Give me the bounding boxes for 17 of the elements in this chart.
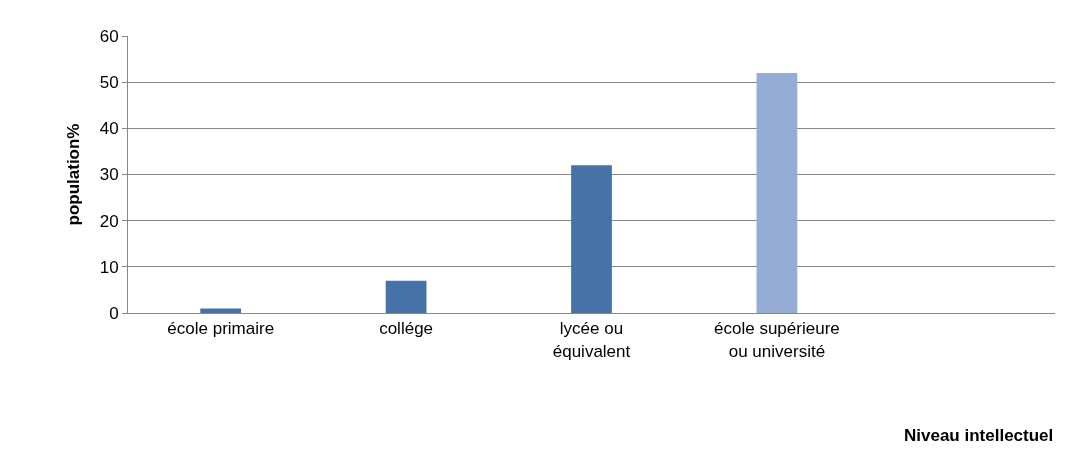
bar bbox=[385, 280, 427, 313]
y-axis-title: population% bbox=[64, 123, 84, 226]
x-tick-label: école primaire bbox=[167, 319, 275, 339]
bar bbox=[200, 308, 242, 313]
y-tick-label: 0 bbox=[109, 303, 119, 323]
y-tick-label: 30 bbox=[99, 165, 119, 185]
y-tick-label: 10 bbox=[99, 257, 119, 277]
bar bbox=[571, 165, 612, 313]
bar bbox=[756, 72, 798, 313]
x-tick-label: collége bbox=[379, 319, 434, 339]
x-tick-label: école supérieure ou université bbox=[714, 319, 840, 361]
y-tick-label: 20 bbox=[99, 211, 119, 231]
y-tick-label: 40 bbox=[99, 119, 119, 139]
x-axis-title: Niveau intellectuel bbox=[904, 426, 1054, 445]
y-tick-label: 50 bbox=[99, 73, 119, 93]
x-tick-label: lycée ou équivalent bbox=[552, 319, 631, 361]
y-tick-label: 60 bbox=[99, 26, 119, 46]
